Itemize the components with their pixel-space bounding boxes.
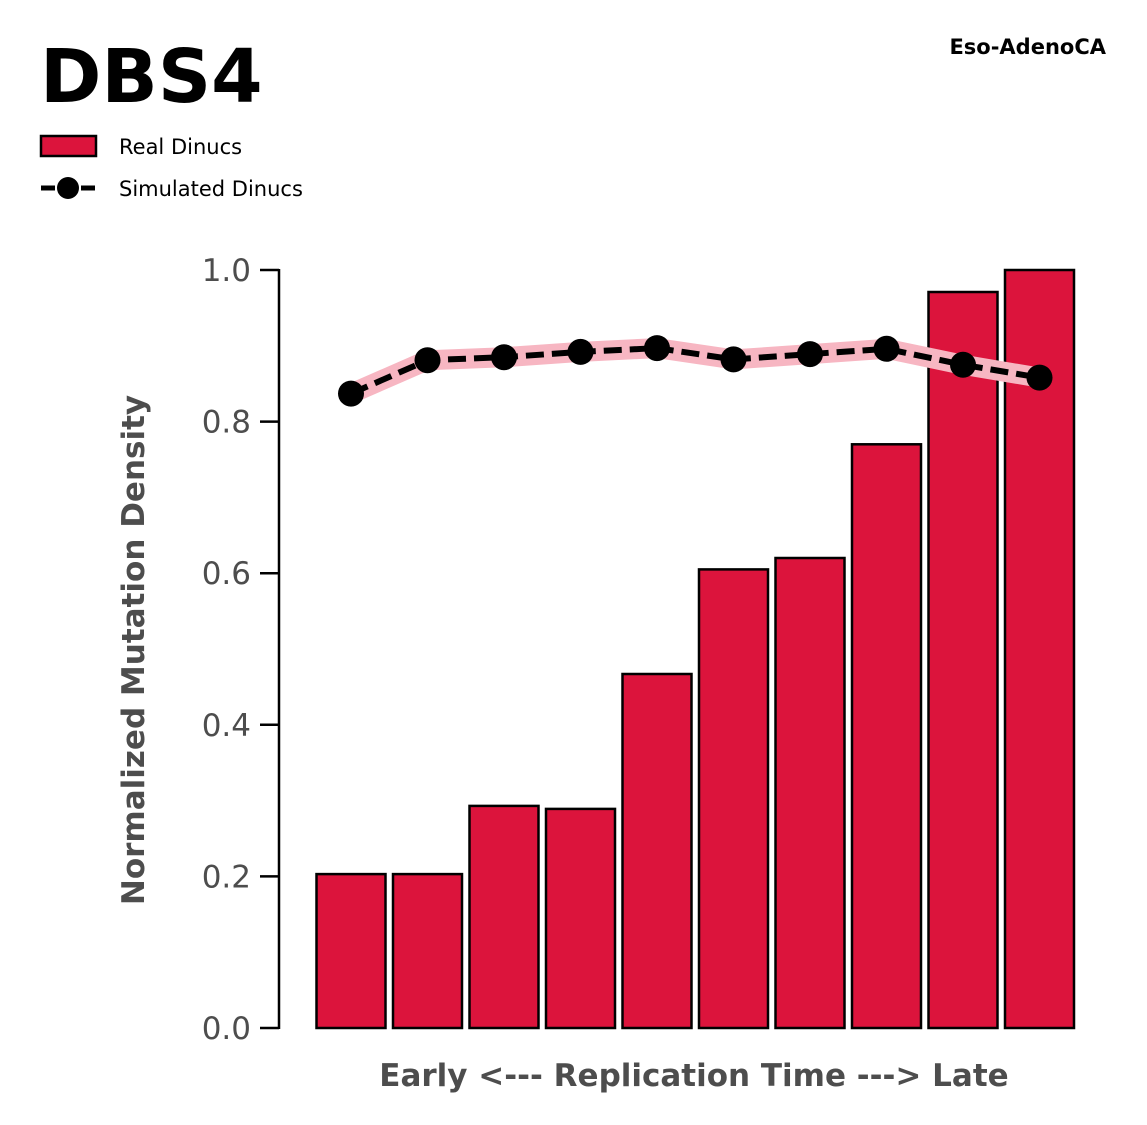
simulated-point-4: [567, 338, 594, 365]
y-tick-label-1: 0.2: [202, 859, 251, 895]
simulated-point-10: [1026, 364, 1053, 391]
bar-8: [850, 443, 923, 1030]
bar-1: [315, 872, 387, 1030]
bar-3: [468, 804, 540, 1030]
y-tick-label-2: 0.4: [202, 708, 251, 744]
bar-2: [391, 872, 464, 1030]
bar-6: [697, 568, 770, 1030]
legend-label-simulated: Simulated Dinucs: [119, 177, 303, 201]
y-tick-label-0: 0.0: [202, 1011, 251, 1047]
plot-area: 0.0 0.2 0.4 0.6 0.8 1.0: [202, 253, 1076, 1047]
y-tick-label-5: 1.0: [202, 253, 251, 289]
y-axis-label: Normalized Mutation Density: [116, 395, 152, 905]
bar-9: [927, 290, 999, 1030]
legend-label-real: Real Dinucs: [119, 135, 242, 159]
chart-title: DBS4: [40, 34, 263, 120]
bar-10: [1003, 268, 1076, 1030]
simulated-point-3: [491, 344, 517, 371]
bar-5: [621, 672, 693, 1030]
simulated-point-5: [644, 335, 670, 362]
bar-group: [315, 268, 1076, 1030]
y-tick-label-4: 0.8: [202, 405, 251, 441]
bar-7: [774, 556, 846, 1030]
legend: Real Dinucs Simulated Dinucs: [39, 134, 303, 201]
simulated-line: [349, 345, 1040, 397]
legend-bar-swatch: [39, 134, 98, 158]
simulated-line-group: [338, 335, 1053, 407]
bar-4: [544, 807, 617, 1030]
legend-marker-swatch: [57, 177, 79, 199]
simulated-point-8: [873, 335, 900, 362]
simulated-point-9: [950, 351, 976, 378]
x-axis-label: Early <--- Replication Time ---> Late: [379, 1058, 1008, 1094]
simulated-point-1: [338, 380, 364, 407]
simulated-point-7: [797, 341, 823, 368]
simulated-point-6: [720, 346, 747, 373]
chart-subtitle: Eso-AdenoCA: [949, 35, 1106, 59]
y-tick-label-3: 0.6: [202, 556, 251, 592]
simulated-point-2: [414, 347, 441, 374]
y-axis: 0.0 0.2 0.4 0.6 0.8 1.0: [202, 253, 281, 1047]
